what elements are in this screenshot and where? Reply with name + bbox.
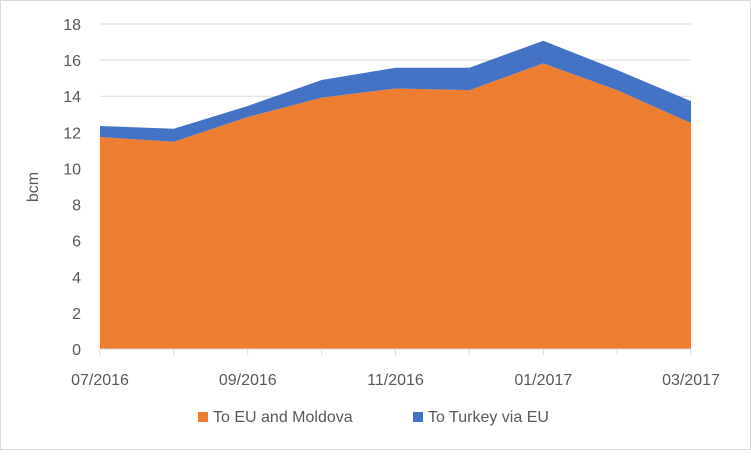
legend-swatch: [413, 412, 423, 422]
x-tick-label: 11/2016: [367, 372, 424, 389]
x-tick-label: 09/2016: [219, 372, 277, 389]
legend-label: To EU and Moldova: [213, 409, 353, 426]
x-tick-label: 01/2017: [514, 372, 572, 389]
y-axis-label: bcm: [25, 172, 42, 202]
y-tick-label: 18: [63, 17, 81, 34]
y-tick-label: 0: [72, 342, 81, 359]
y-tick-label: 16: [63, 53, 81, 70]
y-tick-label: 10: [63, 161, 81, 178]
legend-swatch: [198, 412, 208, 422]
legend-label: To Turkey via EU: [428, 409, 549, 426]
x-tick-label: 03/2017: [662, 372, 720, 389]
axes: 0 2 4 6 8 10 12 14 16 18 07/2016 09/2016 11/2016 01/2…: [63, 17, 720, 389]
areas: [100, 40, 691, 349]
area-to-eu-and-moldova: [100, 63, 691, 349]
y-tick-label: 4: [72, 270, 81, 287]
y-tick-label: 2: [72, 306, 81, 323]
area-to-turkey-via-eu: [100, 40, 691, 142]
legend: To EU and Moldova To Turkey via EU: [198, 409, 549, 426]
x-tick-label: 07/2016: [71, 372, 129, 389]
y-tick-label: 6: [72, 234, 81, 251]
y-tick-label: 8: [72, 198, 81, 215]
y-tick-label: 14: [63, 89, 81, 106]
y-tick-label: 12: [63, 125, 81, 142]
